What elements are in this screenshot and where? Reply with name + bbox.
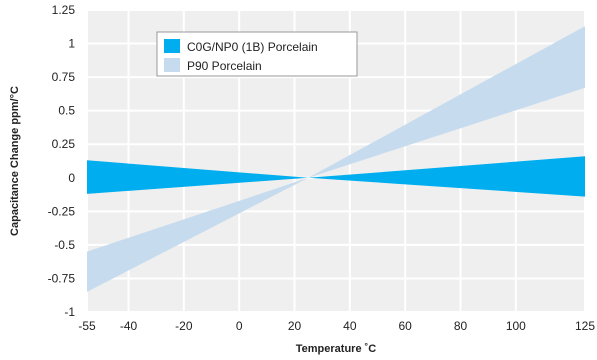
x-tick-label: -40 <box>120 319 138 333</box>
y-axis-title: Capacitance Change ppm/°C <box>9 86 21 236</box>
y-tick-label: -0.5 <box>54 238 75 252</box>
x-tick-labels: -55 -40 -20 0 20 40 60 80 100 125 <box>78 319 595 333</box>
legend-swatch-c0g <box>164 39 180 53</box>
series-band-c0g <box>87 156 585 197</box>
series-band-p90 <box>87 26 585 292</box>
y-tick-label: -0.25 <box>48 204 76 218</box>
x-tick-label: 100 <box>506 319 526 333</box>
x-tick-label: 125 <box>575 319 595 333</box>
x-tick-label: 80 <box>454 319 468 333</box>
x-axis-title: Temperature ˚C <box>296 343 377 355</box>
y-tick-label: 1 <box>68 37 75 51</box>
y-tick-label: 0.5 <box>58 104 75 118</box>
y-tick-labels: 1.25 1 0.75 0.5 0.25 0 -0.25 -0.5 -0.75 -1 <box>48 3 76 319</box>
y-tick-label: -1 <box>64 305 75 319</box>
x-tick-label: 60 <box>398 319 412 333</box>
y-tick-label: 0 <box>68 171 75 185</box>
x-tick-label: 20 <box>288 319 302 333</box>
x-tick-label: -20 <box>175 319 193 333</box>
legend: C0G/NP0 (1B) Porcelain P90 Porcelain <box>156 31 358 77</box>
legend-label-c0g: C0G/NP0 (1B) Porcelain <box>187 40 318 54</box>
legend-box <box>156 31 358 77</box>
y-tick-label: -0.75 <box>48 271 76 285</box>
legend-swatch-p90 <box>164 58 180 72</box>
legend-label-p90: P90 Porcelain <box>187 59 262 73</box>
x-tick-label: 0 <box>236 319 243 333</box>
y-tick-label: 0.75 <box>52 70 76 84</box>
x-tick-label: 40 <box>343 319 357 333</box>
y-tick-label: 0.25 <box>52 137 76 151</box>
series-layer <box>87 26 585 292</box>
y-tick-label: 1.25 <box>52 3 76 17</box>
x-tick-label: -55 <box>78 319 96 333</box>
